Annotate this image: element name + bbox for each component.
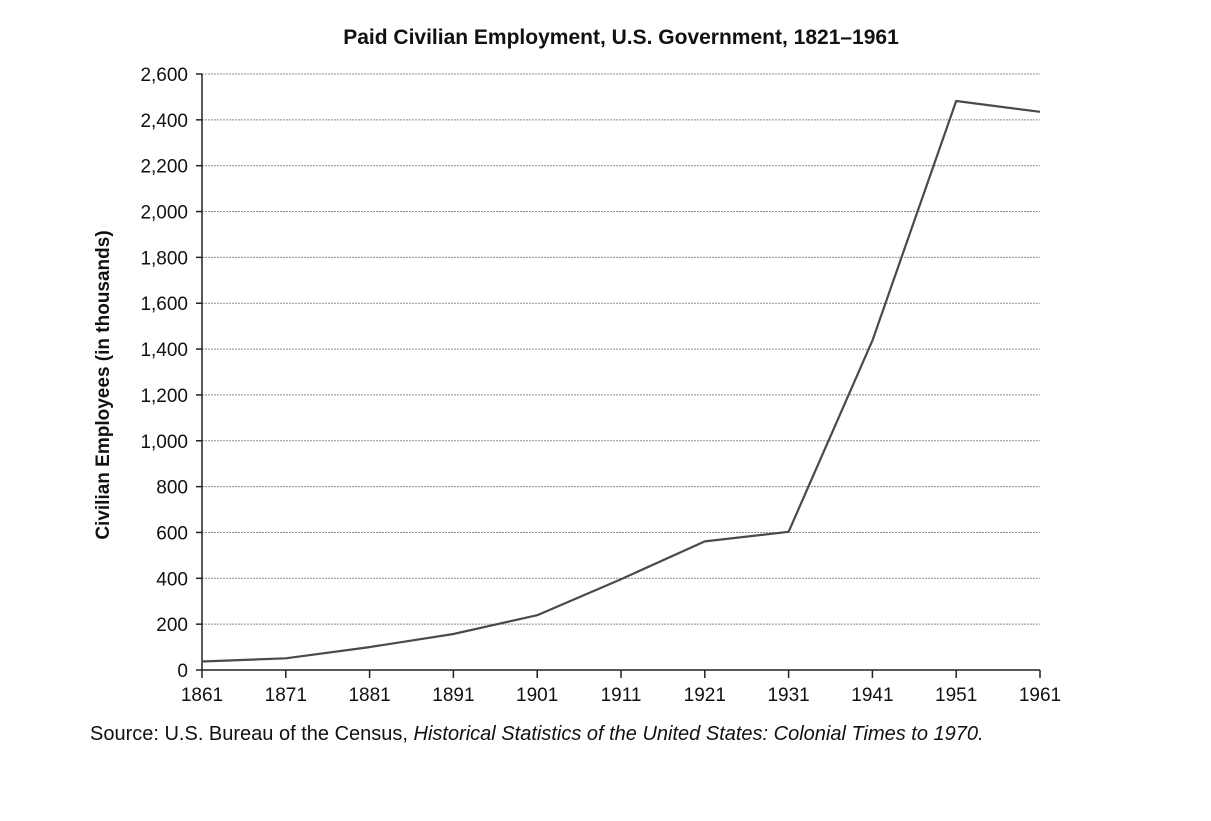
y-tick-label: 1,400 — [140, 340, 188, 361]
x-tick-label: 1951 — [935, 685, 977, 706]
y-tick-label: 0 — [177, 661, 188, 682]
source-note: Source: U.S. Bureau of the Census, Histo… — [90, 720, 1050, 748]
x-tick-label: 1891 — [432, 685, 474, 706]
x-tick-label: 1931 — [767, 685, 809, 706]
series-line — [201, 99, 1041, 663]
y-tick-label: 1,600 — [140, 294, 188, 315]
x-tick-label: 1861 — [181, 685, 223, 706]
axes — [201, 74, 1040, 671]
y-tick-label: 2,000 — [140, 203, 188, 224]
source-prefix: Source: U.S. Bureau of the Census, — [90, 723, 414, 745]
y-tick-label: 200 — [156, 615, 188, 636]
x-tick-label: 1921 — [684, 685, 726, 706]
y-tick-label: 2,200 — [140, 157, 188, 178]
y-tick-label: 1,200 — [140, 386, 188, 407]
y-tick-label: 800 — [156, 478, 188, 499]
y-axis-label: Civilian Employees (in thousands) — [93, 230, 114, 539]
x-tick-label: 1941 — [851, 685, 893, 706]
x-tick-label: 1911 — [601, 685, 642, 706]
series — [201, 99, 1041, 663]
y-tick-label: 1,000 — [140, 432, 188, 453]
y-tick-label: 1,800 — [140, 248, 188, 269]
x-tick-label: 1871 — [265, 685, 307, 706]
chart: Paid Civilian Employment, U.S. Governmen… — [93, 26, 1061, 706]
x-axis-ticks: 1861 1871 1881 1891 1901 1911 1921 1931 1941 1951… — [181, 670, 1061, 706]
x-tick-label: 1881 — [348, 685, 390, 706]
source-title: Historical Statistics of the United Stat… — [413, 723, 984, 745]
x-tick-label: 1961 — [1019, 685, 1061, 706]
y-tick-label: 2,400 — [140, 111, 188, 132]
y-axis-ticks: 0 200 400 600 800 1,000 1,200 1,400 1,600 1,800 2,… — [140, 65, 202, 682]
y-tick-label: 600 — [156, 523, 188, 544]
x-tick-label: 1901 — [516, 685, 558, 706]
chart-title: Paid Civilian Employment, U.S. Governmen… — [343, 26, 899, 49]
y-tick-label: 2,600 — [140, 65, 188, 86]
y-tick-label: 400 — [156, 569, 188, 590]
grid-lines — [202, 73, 1040, 625]
